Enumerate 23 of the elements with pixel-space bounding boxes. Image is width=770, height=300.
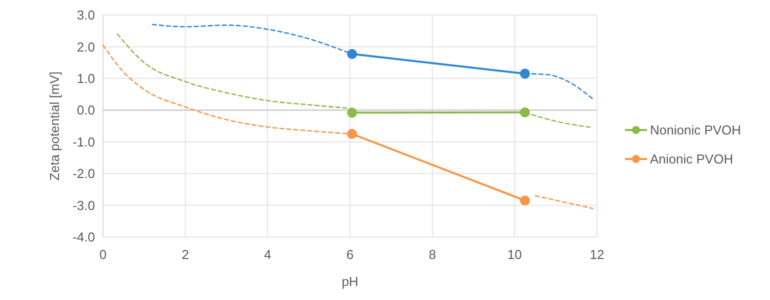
y-tick-label: -4.0 bbox=[72, 230, 95, 245]
x-tick-label: 4 bbox=[264, 247, 272, 262]
y-tick-label: 2.0 bbox=[76, 39, 95, 54]
y-tick-label: -3.0 bbox=[72, 198, 95, 213]
x-tick-label: 6 bbox=[346, 247, 354, 262]
point bbox=[347, 128, 358, 139]
x-tick-label: 0 bbox=[99, 247, 107, 262]
y-tick-label: 1.0 bbox=[76, 70, 95, 86]
y-axis-title: Zeta potential [mV] bbox=[47, 71, 62, 181]
legend-label: Anionic PVOH bbox=[650, 152, 734, 167]
x-tick-label: 10 bbox=[507, 247, 522, 262]
y-tick-label: -2.0 bbox=[72, 166, 95, 182]
x-tick-label: 2 bbox=[182, 247, 189, 262]
x-axis-title: pH bbox=[342, 274, 358, 289]
y-tick-label: 0.0 bbox=[76, 102, 95, 118]
y-tick-label: -1.0 bbox=[72, 134, 95, 150]
x-tick-label: 12 bbox=[590, 247, 604, 262]
point bbox=[347, 49, 358, 60]
point bbox=[347, 108, 358, 118]
y-tick-label: 3.0 bbox=[76, 8, 95, 23]
legend-label: Nonionic PVOH bbox=[650, 122, 742, 138]
x-tick-label: 8 bbox=[428, 247, 436, 262]
point bbox=[520, 196, 530, 206]
